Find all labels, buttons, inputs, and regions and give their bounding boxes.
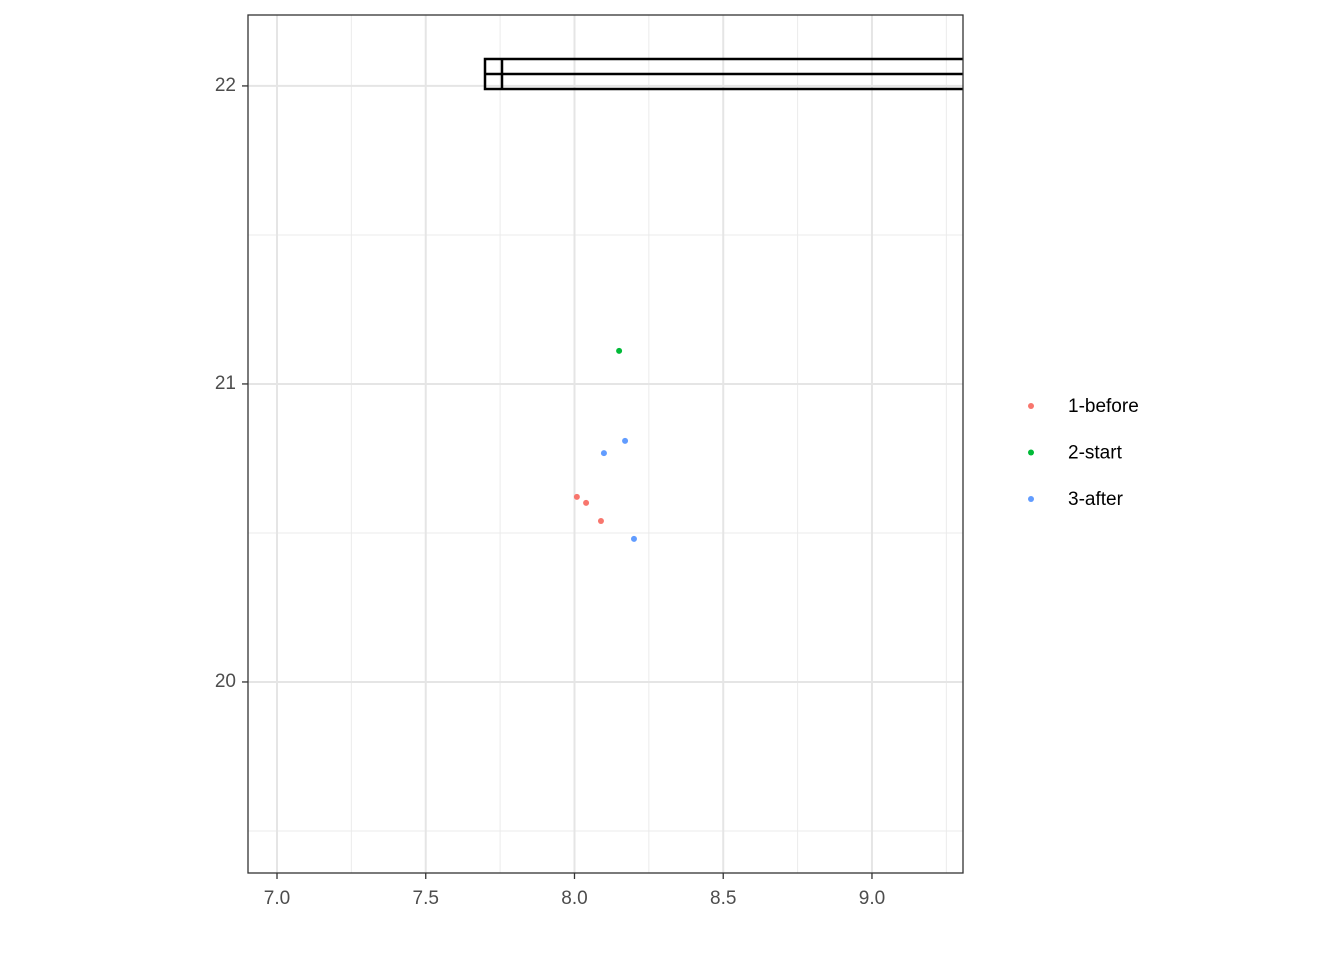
point xyxy=(630,535,637,542)
panel xyxy=(248,15,963,873)
point xyxy=(616,347,623,354)
legend: 1-before 2-start 3-after xyxy=(1028,396,1139,510)
legend-key xyxy=(1028,449,1034,456)
x-tick-label: 7.5 xyxy=(413,888,439,909)
y-tick-label: 22 xyxy=(215,75,236,96)
legend-label: 3-after xyxy=(1068,489,1124,510)
axes: 7.0 7.5 8.0 8.5 9.0 20 21 22 xyxy=(215,75,885,909)
x-tick-label: 9.0 xyxy=(859,888,885,909)
panel-border xyxy=(247,14,964,874)
x-tick-label: 8.5 xyxy=(710,888,736,909)
point xyxy=(600,450,607,457)
point xyxy=(597,518,604,525)
x-tick-label: 7.0 xyxy=(264,888,290,909)
point xyxy=(573,493,580,500)
x-tick-label: 8.0 xyxy=(561,888,587,909)
point xyxy=(622,437,629,444)
point xyxy=(583,499,590,506)
legend-key xyxy=(1028,496,1034,502)
legend-key xyxy=(1028,403,1034,409)
points xyxy=(573,347,637,542)
outline-shapes xyxy=(483,57,963,91)
grid xyxy=(248,15,963,873)
legend-label: 2-start xyxy=(1068,443,1123,464)
y-tick-label: 21 xyxy=(215,373,236,394)
legend-label: 1-before xyxy=(1068,396,1139,417)
y-tick-label: 20 xyxy=(215,671,236,692)
